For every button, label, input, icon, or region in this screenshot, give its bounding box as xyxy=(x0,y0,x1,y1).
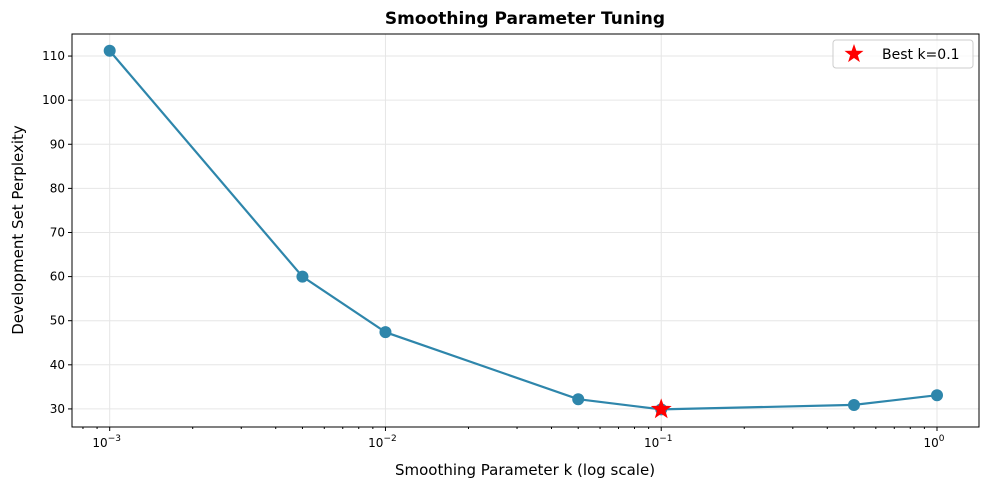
y-tick-label: 40 xyxy=(50,358,65,372)
plot-frame xyxy=(71,33,980,428)
marks xyxy=(103,44,944,419)
y-tick-label: 80 xyxy=(50,181,65,195)
legend-star-icon xyxy=(844,44,864,63)
y-tick-label: 110 xyxy=(42,49,65,63)
y-tick-label: 90 xyxy=(50,137,65,151)
series-line xyxy=(108,50,938,411)
data-point xyxy=(572,393,585,406)
data-point xyxy=(379,326,392,339)
data-point xyxy=(931,389,944,402)
x-tick-label: 100 xyxy=(923,434,944,450)
y-tick-label: 50 xyxy=(50,314,65,328)
y-tick-label: 60 xyxy=(50,270,65,284)
x-tick-label: 10−2 xyxy=(368,434,397,450)
chart-title: Smoothing Parameter Tuning xyxy=(385,9,665,29)
data-point xyxy=(847,398,860,411)
x-tick-label: 10−1 xyxy=(644,434,673,450)
y-axis-label: Development Set Perplexity xyxy=(9,125,27,335)
data-point xyxy=(296,270,309,283)
legend: Best k=0.1 xyxy=(832,39,974,69)
y-tick-label: 100 xyxy=(42,93,65,107)
y-tick-label: 30 xyxy=(50,402,65,416)
x-axis-label: Smoothing Parameter k (log scale) xyxy=(395,461,655,479)
legend-box xyxy=(832,39,974,69)
grid xyxy=(72,34,979,427)
best-point-star xyxy=(650,398,672,419)
ticks: 30 40 50 60 70 80 90 100 110 10−3 10−2 10−1 100 xyxy=(42,49,945,450)
data-point xyxy=(103,44,116,57)
x-tick-label: 10−3 xyxy=(92,434,121,450)
legend-label: Best k=0.1 xyxy=(882,47,960,63)
y-tick-label: 70 xyxy=(50,225,65,239)
